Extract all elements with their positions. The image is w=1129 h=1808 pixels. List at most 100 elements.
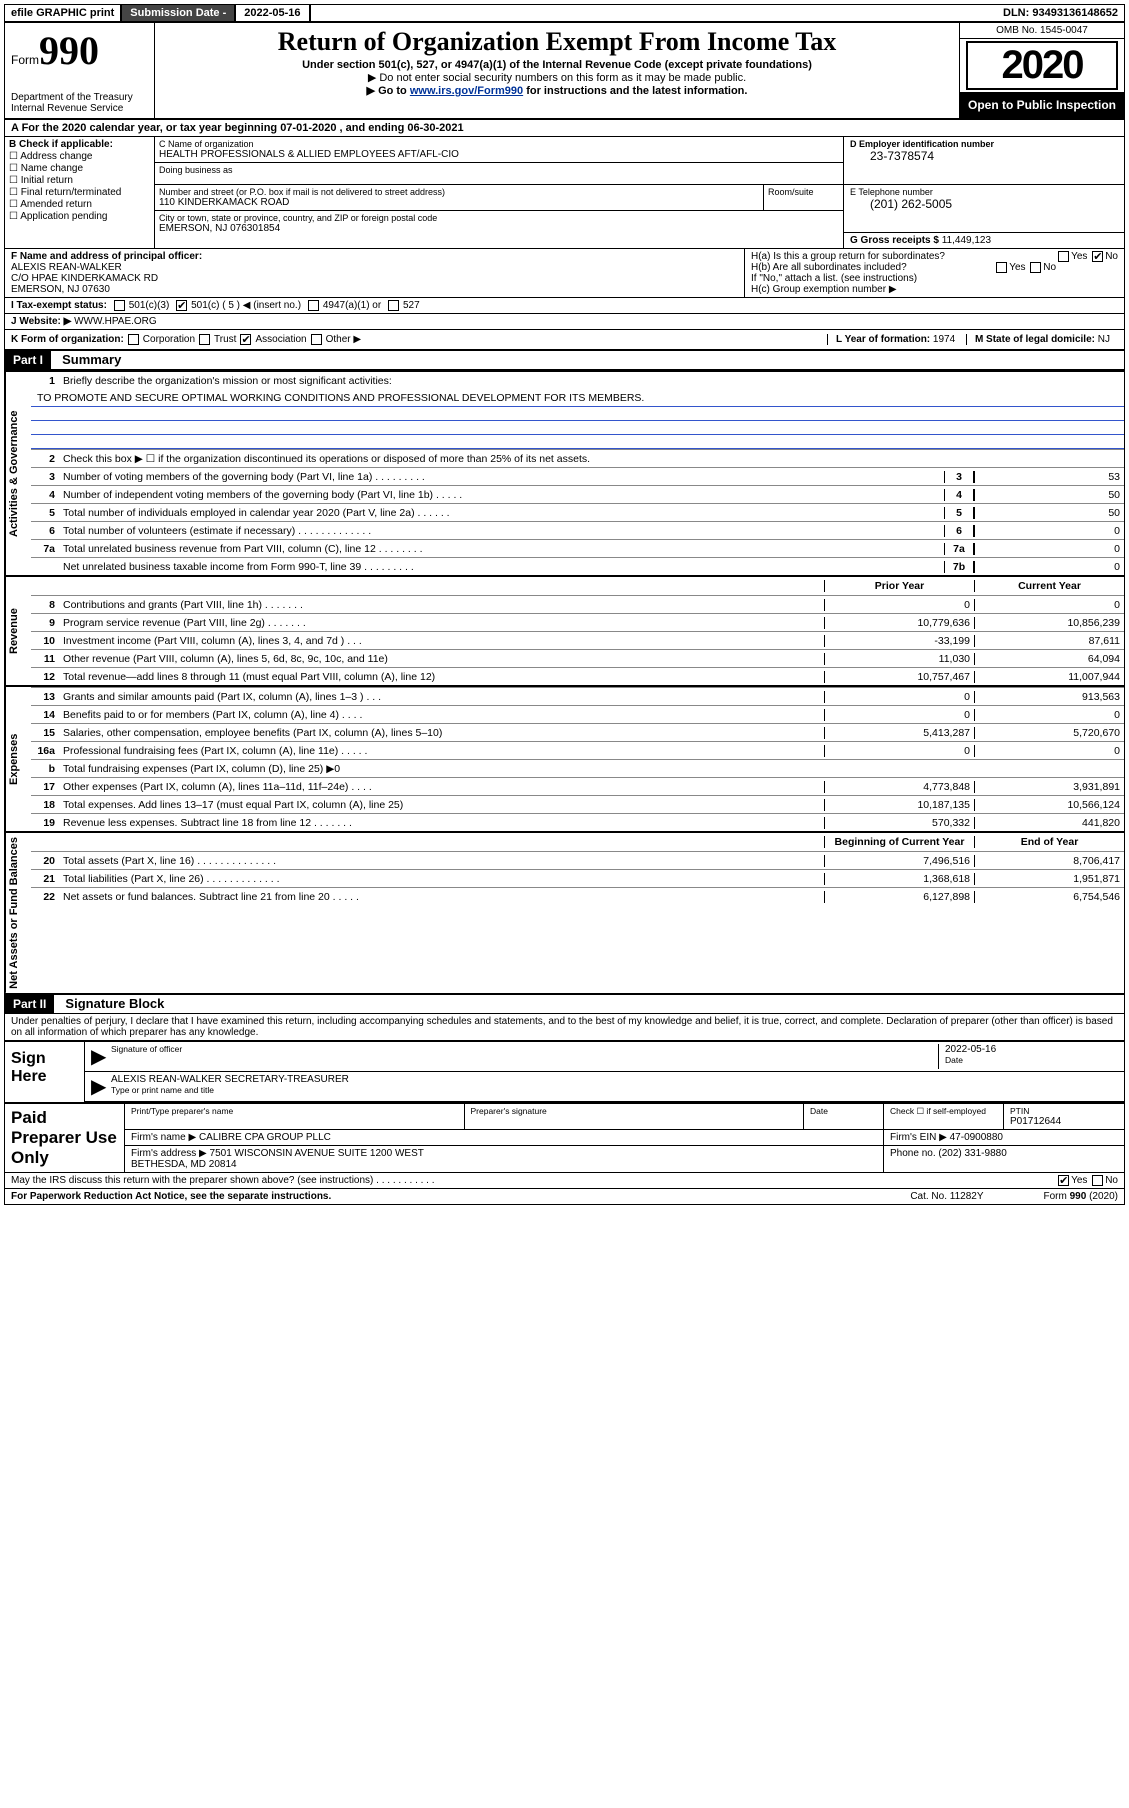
chk-initial-return[interactable]: ☐ Initial return <box>9 175 150 186</box>
prior-value: 1,368,618 <box>824 873 974 885</box>
sig-date-block: 2022-05-16 Date <box>938 1044 1118 1069</box>
prep-date-hdr: Date <box>804 1104 884 1129</box>
value: 53 <box>974 471 1124 483</box>
discuss-no[interactable] <box>1092 1175 1103 1186</box>
header-center: Return of Organization Exempt From Incom… <box>155 23 959 118</box>
col-beginning: Beginning of Current Year <box>824 836 974 848</box>
ha-no[interactable] <box>1092 251 1103 262</box>
street-label: Number and street (or P.O. box if mail i… <box>159 187 759 197</box>
officer-addr1: C/O HPAE KINDERKAMACK RD <box>11 273 738 284</box>
chk-name-change[interactable]: ☐ Name change <box>9 163 150 174</box>
tax-year: 2020 <box>966 41 1118 90</box>
chk-application-pending[interactable]: ☐ Application pending <box>9 211 150 222</box>
section-bcd: B Check if applicable: ☐ Address change … <box>5 137 1124 249</box>
current-value: 1,951,871 <box>974 873 1124 885</box>
column-d: D Employer identification number 23-7378… <box>844 137 1124 248</box>
year-formation: L Year of formation: 1974 <box>827 334 963 345</box>
ein-label: D Employer identification number <box>850 139 1118 149</box>
value: 0 <box>974 525 1124 537</box>
line-16a: 16aProfessional fundraising fees (Part I… <box>31 741 1124 759</box>
sign-here-label: Sign Here <box>5 1042 85 1102</box>
part-2-badge: Part II <box>5 995 54 1013</box>
line-21: 21Total liabilities (Part X, line 26) . … <box>31 869 1124 887</box>
current-value: 3,931,891 <box>974 781 1124 793</box>
city-block: City or town, state or province, country… <box>155 211 843 236</box>
chk-4947[interactable] <box>308 300 319 311</box>
q1: Briefly describe the organization's miss… <box>59 375 1124 387</box>
desc: Salaries, other compensation, employee b… <box>59 727 824 739</box>
discuss-row: May the IRS discuss this return with the… <box>5 1172 1124 1188</box>
chk-trust[interactable] <box>199 334 210 345</box>
gov-line-5: 5Total number of individuals employed in… <box>31 503 1124 521</box>
current-value: 10,856,239 <box>974 617 1124 629</box>
line-num: 7a <box>944 543 974 555</box>
org-name-label: C Name of organization <box>159 139 839 149</box>
part-1-badge: Part I <box>5 351 51 369</box>
paid-preparer-label: Paid Preparer Use Only <box>5 1104 125 1172</box>
row-a-tax-year: A For the 2020 calendar year, or tax yea… <box>5 120 1124 137</box>
current-value: 64,094 <box>974 653 1124 665</box>
col-prior: Prior Year <box>824 580 974 592</box>
chk-527[interactable] <box>388 300 399 311</box>
vtab-netassets: Net Assets or Fund Balances <box>5 833 31 993</box>
uline-2 <box>31 421 1124 435</box>
desc: Professional fundraising fees (Part IX, … <box>59 745 824 757</box>
form-note-2: ▶ Go to www.irs.gov/Form990 for instruct… <box>159 84 955 97</box>
line-num: 5 <box>944 507 974 519</box>
chk-501c[interactable] <box>176 300 187 311</box>
h-note: If "No," attach a list. (see instruction… <box>751 273 1118 284</box>
line-b: bTotal fundraising expenses (Part IX, co… <box>31 759 1124 777</box>
irs-link[interactable]: www.irs.gov/Form990 <box>410 85 523 97</box>
street-block: Number and street (or P.O. box if mail i… <box>155 185 763 211</box>
chk-association[interactable] <box>240 334 251 345</box>
hb-yes[interactable] <box>996 262 1007 273</box>
state-domicile: M State of legal domicile: NJ <box>966 334 1118 345</box>
summary-netassets: Net Assets or Fund Balances Beginning of… <box>5 831 1124 993</box>
prep-selfemp[interactable]: Check ☐ if self-employed <box>884 1104 1004 1129</box>
governance-body: 1 Briefly describe the organization's mi… <box>31 372 1124 575</box>
prior-value: 10,187,135 <box>824 799 974 811</box>
desc: Program service revenue (Part VIII, line… <box>59 617 824 629</box>
room-label: Room/suite <box>768 187 839 197</box>
chk-other[interactable] <box>311 334 322 345</box>
revenue-body: Prior Year Current Year 8Contributions a… <box>31 577 1124 685</box>
current-value: 913,563 <box>974 691 1124 703</box>
firm-ein-block: Firm's EIN ▶ 47-0900880 <box>884 1130 1124 1145</box>
column-c: C Name of organization HEALTH PROFESSION… <box>155 137 844 248</box>
principal-officer: F Name and address of principal officer:… <box>5 249 744 297</box>
desc: Total unrelated business revenue from Pa… <box>59 543 944 555</box>
page-footer: For Paperwork Reduction Act Notice, see … <box>5 1188 1124 1204</box>
prior-value: 0 <box>824 709 974 721</box>
ha-yes[interactable] <box>1058 251 1069 262</box>
officer-signature[interactable]: Signature of officer <box>111 1044 938 1069</box>
line-1: 1 Briefly describe the organization's mi… <box>31 372 1124 390</box>
desc: Total liabilities (Part X, line 26) . . … <box>59 873 824 885</box>
prior-value: 10,779,636 <box>824 617 974 629</box>
hb-no[interactable] <box>1030 262 1041 273</box>
form-subtitle: Under section 501(c), 527, or 4947(a)(1)… <box>159 59 955 71</box>
chk-501c3[interactable] <box>114 300 125 311</box>
prior-value: 570,332 <box>824 817 974 829</box>
value: 50 <box>974 489 1124 501</box>
desc: Contributions and grants (Part VIII, lin… <box>59 599 824 611</box>
current-value: 0 <box>974 745 1124 757</box>
chk-final-return[interactable]: ☐ Final return/terminated <box>9 187 150 198</box>
discuss-yes[interactable] <box>1058 1175 1069 1186</box>
chk-amended-return[interactable]: ☐ Amended return <box>9 199 150 210</box>
footer-left: For Paperwork Reduction Act Notice, see … <box>11 1191 331 1202</box>
q2: Check this box ▶ ☐ if the organization d… <box>59 453 1124 465</box>
chk-address-change[interactable]: ☐ Address change <box>9 151 150 162</box>
value: 50 <box>974 507 1124 519</box>
phone-label: E Telephone number <box>850 187 1118 197</box>
treasury-dept: Department of the Treasury Internal Reve… <box>11 92 148 114</box>
desc: Net unrelated business taxable income fr… <box>59 561 944 573</box>
chk-corporation[interactable] <box>128 334 139 345</box>
line-12: 12Total revenue—add lines 8 through 11 (… <box>31 667 1124 685</box>
line-num: 3 <box>944 471 974 483</box>
row-k: K Form of organization: Corporation Trus… <box>5 330 1124 351</box>
line-20: 20Total assets (Part X, line 16) . . . .… <box>31 851 1124 869</box>
desc: Total fundraising expenses (Part IX, col… <box>59 763 824 775</box>
desc: Total number of volunteers (estimate if … <box>59 525 944 537</box>
perjury-declaration: Under penalties of perjury, I declare th… <box>5 1014 1124 1042</box>
gov-line-3: 3Number of voting members of the governi… <box>31 467 1124 485</box>
